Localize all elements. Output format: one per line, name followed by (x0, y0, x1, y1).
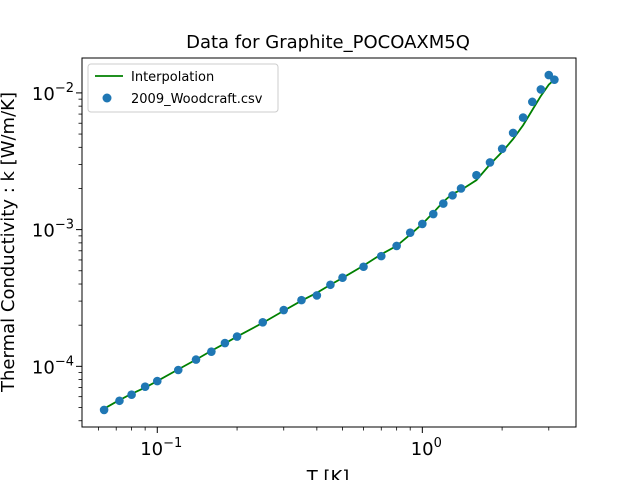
data-point (115, 396, 124, 406)
data-point (429, 209, 438, 219)
data-point (127, 390, 136, 400)
legend-box (87, 63, 279, 113)
data-point (550, 75, 559, 84)
data-point (220, 338, 230, 348)
data-point (508, 128, 518, 138)
plot-area (99, 70, 559, 415)
data-point (279, 305, 289, 315)
y-tick-label: 10−3 (32, 218, 74, 242)
data-point (258, 317, 268, 327)
data-point (456, 184, 466, 193)
data-point (497, 144, 507, 154)
x-axis-label: T [K] (306, 467, 350, 480)
data-point (173, 365, 183, 375)
data-point (536, 85, 546, 94)
data-point (405, 228, 415, 237)
data-point (518, 113, 528, 122)
axis-ticks: 10−1 100 10−4 10−3 10−2 (32, 81, 550, 460)
data-point (152, 376, 162, 386)
data-point (439, 199, 448, 208)
legend-label-interpolation: Interpolation (131, 70, 214, 85)
data-point (528, 97, 537, 107)
data-point (140, 382, 150, 391)
data-point (418, 219, 427, 229)
y-tick-label: 10−4 (32, 354, 74, 378)
data-point (312, 291, 322, 300)
data-point (297, 295, 306, 305)
chart-title: Data for Graphite_POCOAXM5Q (186, 32, 470, 53)
y-tick-label: 10−2 (32, 81, 74, 105)
x-tick-label: 10−1 (140, 436, 182, 460)
data-point (232, 332, 242, 341)
data-point (392, 241, 401, 251)
data-point (359, 262, 368, 272)
x-tick-label: 100 (411, 436, 442, 460)
y-axis-label: Thermal Conductivity : k [W/m/K] (0, 92, 19, 393)
data-point (485, 158, 495, 167)
data-point (191, 355, 201, 364)
data-point (472, 170, 481, 180)
legend-label-woodcraft: 2009_Woodcraft.csv (131, 92, 263, 107)
data-point (338, 273, 347, 283)
series-line-interpolation (103, 78, 556, 410)
legend-marker-swatch (102, 93, 112, 103)
data-point (207, 347, 216, 356)
data-point (99, 405, 109, 415)
data-point (326, 280, 335, 290)
data-point (448, 191, 457, 200)
legend: Interpolation 2009_Woodcraft.csv (87, 63, 279, 113)
data-point (376, 251, 386, 261)
